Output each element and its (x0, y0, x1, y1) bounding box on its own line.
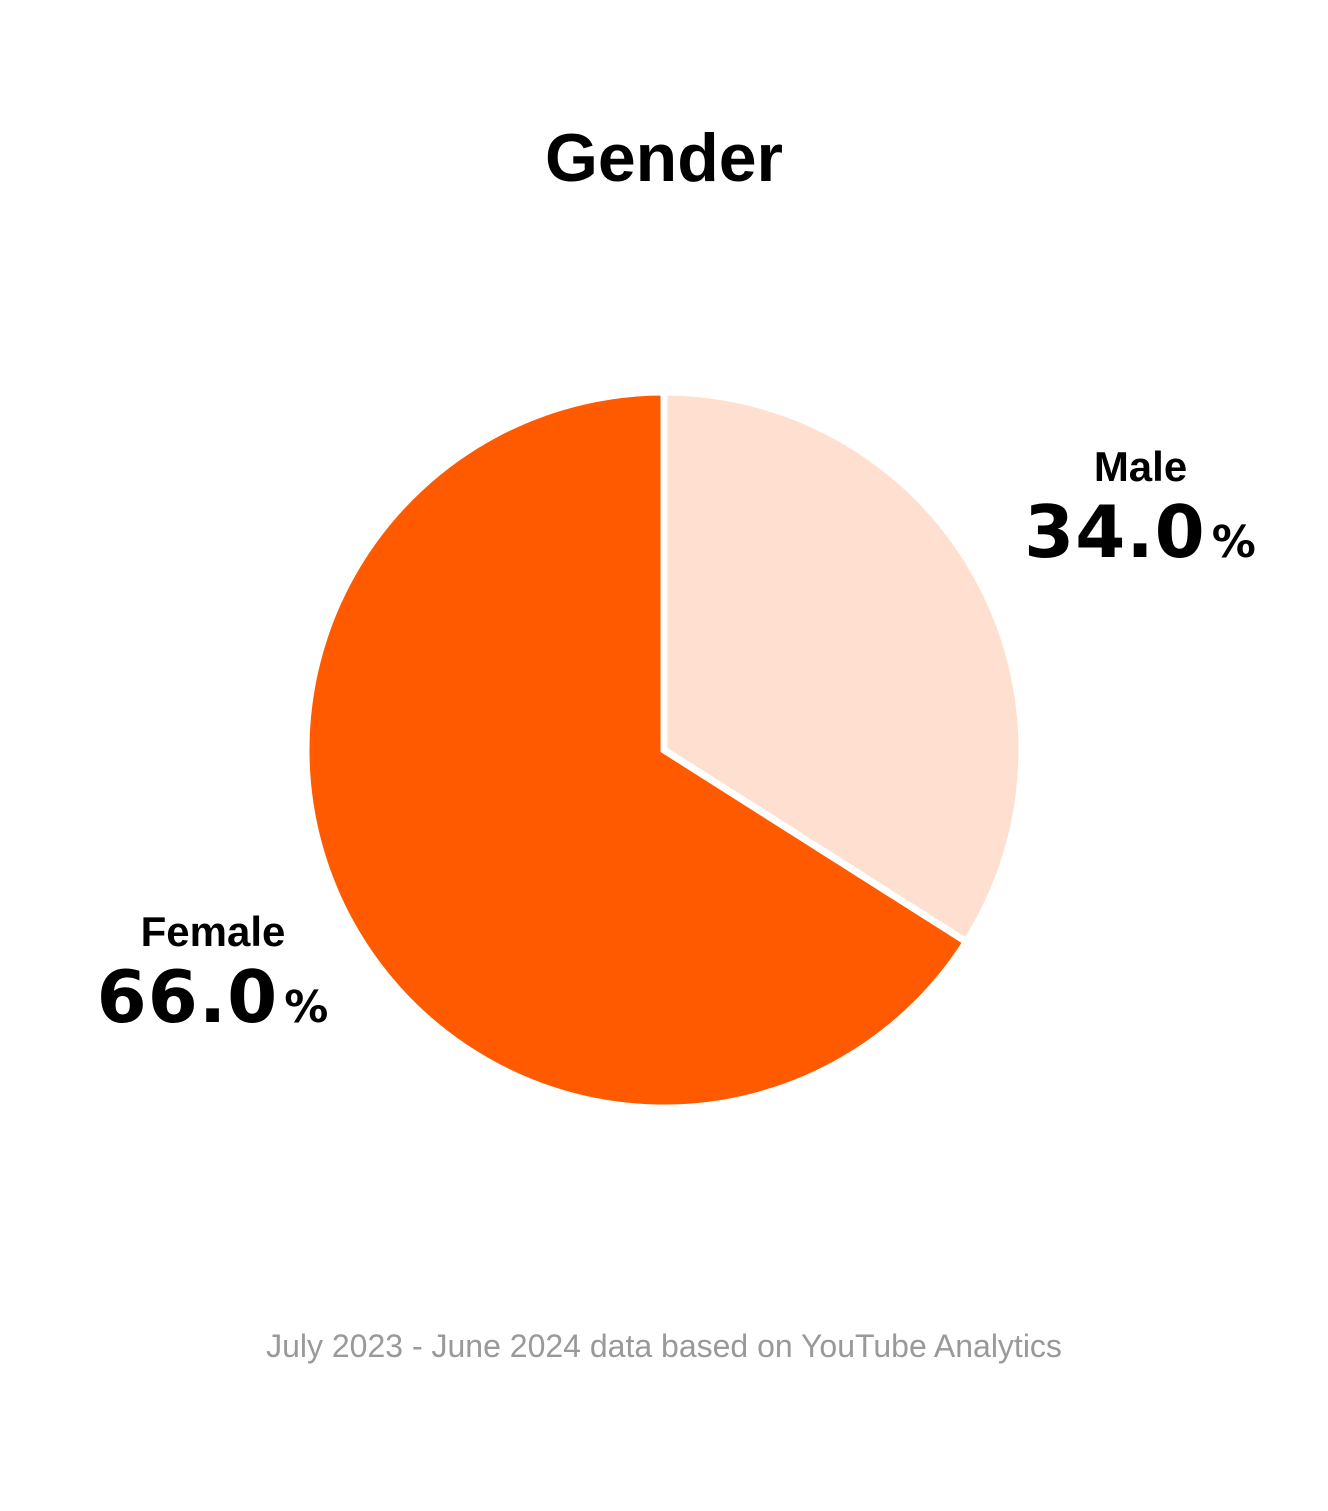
slice-label-female-unit: % (284, 982, 330, 1033)
slice-label-male-value: 34.0 (1024, 490, 1206, 574)
slice-label-male: Male 34.0% (1018, 442, 1263, 583)
pie-slice-female (302, 388, 972, 1112)
source-note: July 2023 - June 2024 data based on YouT… (266, 1328, 1062, 1364)
slice-label-female: Female 66.0% (88, 907, 338, 1048)
slice-label-male-name: Male (1093, 443, 1188, 490)
chart-title: Gender (544, 120, 784, 196)
slice-label-female-name: Female (140, 908, 286, 955)
slice-label-female-value: 66.0 (96, 955, 279, 1039)
slice-label-male-unit: % (1211, 517, 1257, 568)
